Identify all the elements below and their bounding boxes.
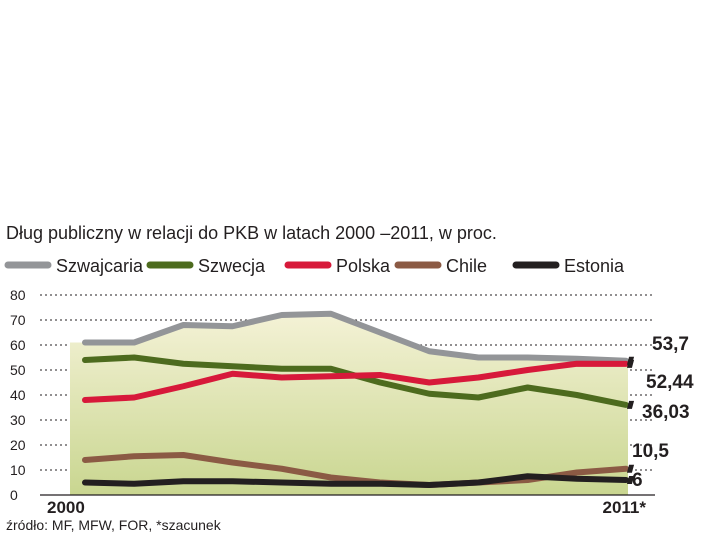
legend-label: Polska — [336, 256, 391, 276]
end-value-label: 10,5 — [632, 441, 669, 462]
legend-label: Chile — [446, 256, 487, 276]
y-tick-label: 30 — [10, 412, 26, 428]
x-tick-label: 2000 — [47, 498, 85, 517]
y-tick-label: 20 — [10, 437, 26, 453]
series-line-polska — [82, 360, 629, 403]
y-tick-label: 0 — [10, 487, 18, 503]
end-value-label: 36,03 — [642, 402, 690, 423]
y-tick-label: 80 — [10, 287, 26, 303]
y-tick-label: 40 — [10, 387, 26, 403]
end-marker — [626, 359, 635, 368]
legend-label: Szwajcaria — [56, 256, 144, 276]
x-tick-label: 2011* — [603, 498, 647, 517]
end-marker — [626, 464, 635, 473]
y-tick-label: 50 — [10, 362, 26, 378]
y-axis: 0 10 20 30 40 50 60 70 80 — [10, 287, 26, 503]
chart-title: Dług publiczny w relacji do PKB w latach… — [6, 223, 497, 243]
end-value-label: 6 — [632, 470, 643, 491]
background-area — [70, 313, 628, 495]
end-value-label: 52,44 — [646, 372, 694, 393]
legend: Szwajcaria Szwecja Polska Chile Estonia — [4, 256, 625, 276]
legend-label: Szwecja — [198, 256, 266, 276]
y-tick-label: 60 — [10, 337, 26, 353]
end-marker — [626, 400, 635, 409]
end-value-label: 53,7 — [652, 334, 689, 355]
y-tick-label: 70 — [10, 312, 26, 328]
x-axis: 2000 2011* — [47, 498, 646, 517]
series-lines — [82, 310, 629, 488]
end-marker — [626, 476, 635, 484]
series-line-szwajcaria — [82, 310, 629, 364]
end-labels: 53,7 36,03 52,44 10,5 6 — [626, 334, 694, 491]
legend-label: Estonia — [564, 256, 625, 276]
source-note: źródło: MF, MFW, FOR, *szacunek — [6, 517, 222, 533]
y-tick-label: 10 — [10, 462, 26, 478]
series-line-estonia — [82, 473, 629, 488]
